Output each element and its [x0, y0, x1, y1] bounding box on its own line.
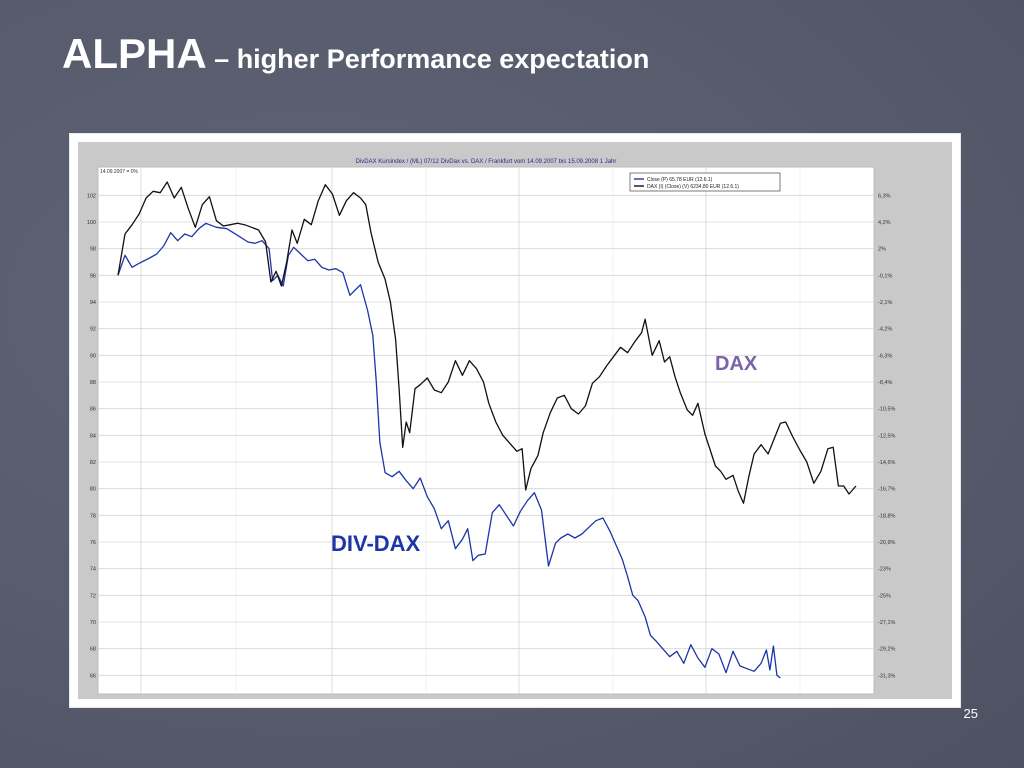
y-right-tick-label: -18,8% — [878, 513, 896, 519]
line-chart: DivDAX Kursindex / (ML) 07/12 DivDax vs.… — [87, 159, 896, 695]
y-left-tick-label: 96 — [90, 273, 96, 279]
y-left-tick-label: 90 — [90, 353, 96, 359]
divdax-annotation: DIV-DAX — [331, 531, 421, 556]
dax-series-line — [117, 181, 857, 504]
y-right-tick-label: -25% — [878, 593, 891, 599]
y-left-tick-label: 70 — [90, 620, 96, 626]
y-right-tick-label: -6,3% — [878, 353, 892, 359]
y-right-tick-label: -14,6% — [878, 460, 896, 466]
grid: 102 6,3% 100 4,2% 98 2% 96 -0,1% 94 -2,1% 92 -4,2% 9… — [87, 167, 896, 694]
y-right-tick-label: -8,4% — [878, 380, 892, 386]
y-left-tick-label: 82 — [90, 460, 96, 466]
y-left-tick-label: 98 — [90, 247, 96, 253]
y-right-tick-label: -20,9% — [878, 540, 896, 546]
y-right-tick-label: -2,1% — [878, 300, 892, 306]
chart-title: DivDAX Kursindex / (ML) 07/12 DivDax vs.… — [356, 159, 617, 165]
chart-frame: DivDAX Kursindex / (ML) 07/12 DivDax vs.… — [69, 133, 961, 708]
y-right-tick-label: -16,7% — [878, 487, 896, 493]
legend-entry: DAX (I) (Close) (V) 6234,80 EUR (12.6.1) — [647, 184, 739, 190]
y-left-tick-label: 74 — [90, 567, 96, 573]
y-right-tick-label: -31,3% — [878, 673, 896, 679]
y-left-tick-label: 66 — [90, 673, 96, 679]
y-right-tick-label: -10,5% — [878, 407, 896, 413]
y-right-tick-label: -12,5% — [878, 433, 896, 439]
plot-background — [97, 166, 875, 695]
y-left-tick-label: 78 — [90, 513, 96, 519]
y-right-tick-label: -0,1% — [878, 273, 892, 279]
series-lines — [117, 181, 857, 679]
y-left-tick-label: 88 — [90, 380, 96, 386]
y-right-tick-label: -4,2% — [878, 327, 892, 333]
y-right-tick-label: 2% — [878, 247, 886, 253]
slide-title: ALPHA – higher Performance expectation — [62, 30, 649, 78]
legend: Close (P) 65,78 EUR (12.6.1)DAX (I) (Clo… — [629, 172, 781, 192]
y-left-tick-label: 92 — [90, 327, 96, 333]
divdax-series-line — [117, 222, 781, 679]
chart-panel: DivDAX Kursindex / (ML) 07/12 DivDax vs.… — [78, 142, 952, 699]
y-right-tick-label: 6,3% — [878, 193, 891, 199]
y-left-tick-label: 84 — [90, 433, 96, 439]
y-left-tick-label: 68 — [90, 647, 96, 653]
y-left-tick-label: 76 — [90, 540, 96, 546]
y-left-tick-label: 72 — [90, 593, 96, 599]
y-left-tick-label: 86 — [90, 407, 96, 413]
y-left-tick-label: 80 — [90, 487, 96, 493]
title-main: ALPHA — [62, 30, 207, 77]
y-left-tick-label: 100 — [87, 220, 96, 226]
y-left-tick-label: 94 — [90, 300, 96, 306]
y-right-tick-label: -23% — [878, 567, 891, 573]
page-number: 25 — [963, 706, 978, 721]
dax-annotation: DAX — [715, 353, 758, 375]
legend-box — [629, 172, 781, 192]
y-left-tick-label: 102 — [87, 193, 96, 199]
y-right-tick-label: 4,2% — [878, 220, 891, 226]
start-label: 14.09.2007 = 0% — [100, 169, 139, 175]
title-rest: – higher Performance expectation — [206, 44, 650, 74]
y-right-tick-label: -27,1% — [878, 620, 896, 626]
y-right-tick-label: -29,2% — [878, 647, 896, 653]
legend-entry: Close (P) 65,78 EUR (12.6.1) — [647, 177, 713, 183]
